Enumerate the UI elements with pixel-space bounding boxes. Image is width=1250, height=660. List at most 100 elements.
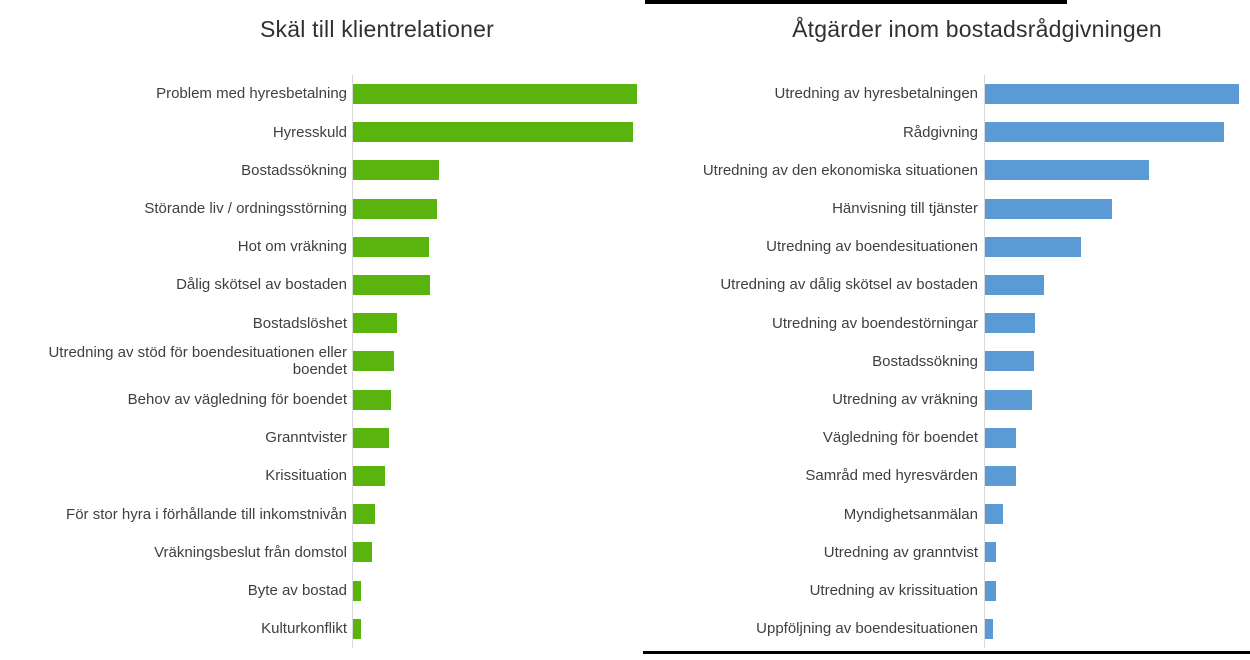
category-label: Vägledning för boendet [822, 429, 978, 447]
bar-track [984, 571, 1250, 610]
plot-area-left: Problem med hyresbetalning Hyresskuld Bost… [0, 75, 645, 648]
bar-row: Vägledning för boendet [645, 418, 1250, 457]
bar-row: Bostadssökning [0, 151, 645, 190]
category-label: Kulturkonflikt [261, 620, 347, 638]
bar-track [984, 533, 1250, 572]
bar-track [984, 113, 1250, 152]
bar [985, 389, 1032, 410]
bar-track [352, 189, 645, 228]
chart-housing-counselling-actions: Åtgärder inom bostadsrådgivningen Utredn… [645, 0, 1250, 660]
bar-row: Utredning av krissituation [645, 571, 1250, 610]
bar [985, 504, 1003, 525]
bar-track [984, 342, 1250, 381]
bar [353, 313, 397, 334]
bar-track [352, 227, 645, 266]
bar [353, 389, 391, 410]
bar-track [352, 418, 645, 457]
category-label: Myndighetsanmälan [843, 505, 978, 523]
bar-track [984, 227, 1250, 266]
bar [353, 427, 389, 448]
bar-track [352, 456, 645, 496]
bar-track [984, 304, 1250, 343]
bar [985, 580, 996, 601]
bar [353, 122, 633, 143]
bar [985, 122, 1224, 143]
bar-track [984, 456, 1250, 496]
bar-row: Utredning av vräkning [645, 380, 1250, 419]
bar [353, 465, 385, 486]
bar-track [352, 609, 645, 648]
category-label: Uppföljning av boendesituationen [756, 620, 978, 638]
bar-row: Utredning av hyresbetalningen [645, 75, 1250, 114]
bar [353, 160, 439, 181]
category-label: Utredning av krissituation [809, 581, 978, 599]
bar-track [352, 304, 645, 343]
category-label: Störande liv / ordningsstörning [144, 200, 347, 218]
bar-row: Hyresskuld [0, 113, 645, 152]
bar-row: Myndighetsanmälan [645, 495, 1250, 534]
bar-track [984, 418, 1250, 457]
bar-track [352, 113, 645, 152]
bar [985, 275, 1044, 296]
bar-track [352, 342, 645, 381]
bar-row: För stor hyra i förhållande till inkomst… [0, 495, 645, 534]
category-label: Dålig skötsel av bostaden [176, 276, 347, 294]
category-label: Rådgivning [902, 123, 978, 141]
category-label: Vräkningsbeslut från domstol [154, 543, 347, 561]
bar [353, 618, 361, 639]
bar [353, 351, 394, 372]
bar-track [352, 380, 645, 419]
bar [985, 84, 1239, 105]
bar [353, 504, 375, 525]
bar-row: Krissituation [0, 456, 645, 496]
category-label: Utredning av stöd för boendesituationen … [48, 344, 347, 379]
category-label: Bostadslöshet [252, 314, 347, 332]
bar-track [984, 495, 1250, 534]
bar [353, 580, 361, 601]
bar-row: Utredning av stöd för boendesituationen … [0, 342, 645, 381]
chart-client-relation-reasons: Skäl till klientrelationer Problem med h… [0, 16, 645, 648]
bar-track [352, 151, 645, 190]
bar-track [352, 495, 645, 534]
bar-row: Utredning av dålig skötsel av bostaden [645, 265, 1250, 305]
bar [985, 313, 1035, 334]
bar-row: Hänvisning till tjänster [645, 189, 1250, 228]
bar-row: Uppföljning av boendesituationen [645, 609, 1250, 648]
category-label: Krissituation [265, 467, 347, 485]
category-label: Utredning av den ekonomiska situationen [702, 161, 978, 179]
category-label: Utredning av hyresbetalningen [774, 85, 978, 103]
bar-row: Störande liv / ordningsstörning [0, 189, 645, 228]
bar-row: Dålig skötsel av bostaden [0, 265, 645, 305]
category-label: För stor hyra i förhållande till inkomst… [66, 505, 347, 523]
bar-row: Utredning av den ekonomiska situationen [645, 151, 1250, 190]
bar-row: Kulturkonflikt [0, 609, 645, 648]
bar-track [984, 75, 1250, 114]
bar-track [352, 571, 645, 610]
bar-track [984, 380, 1250, 419]
bar-row: Problem med hyresbetalning [0, 75, 645, 114]
chart-title-right: Åtgärder inom bostadsrådgivningen [792, 16, 1162, 42]
category-label: Hänvisning till tjänster [832, 200, 978, 218]
category-label: Utredning av boendestörningar [772, 314, 978, 332]
category-label: Bostadssökning [241, 161, 347, 179]
category-label: Samråd med hyresvärden [805, 467, 978, 485]
bar [353, 236, 429, 257]
bar [985, 618, 993, 639]
bar-track [352, 265, 645, 305]
bar-row: Bostadssökning [645, 342, 1250, 381]
bar-row: Granntvister [0, 418, 645, 457]
chart-title-left: Skäl till klientrelationer [259, 16, 495, 42]
top-divider-rule [645, 0, 1067, 4]
bar-track [984, 609, 1250, 648]
bar-track [352, 533, 645, 572]
bar-track [352, 75, 645, 114]
bar [353, 542, 372, 563]
plot-area-right: Utredning av hyresbetalningen Rådgivning U… [645, 75, 1250, 648]
bar-row: Byte av bostad [0, 571, 645, 610]
bar-row: Utredning av boendestörningar [645, 304, 1250, 343]
bar-row: Samråd med hyresvärden [645, 456, 1250, 496]
bar-row: Utredning av boendesituationen [645, 227, 1250, 266]
bar-track [984, 189, 1250, 228]
category-label: Byte av bostad [247, 581, 347, 599]
